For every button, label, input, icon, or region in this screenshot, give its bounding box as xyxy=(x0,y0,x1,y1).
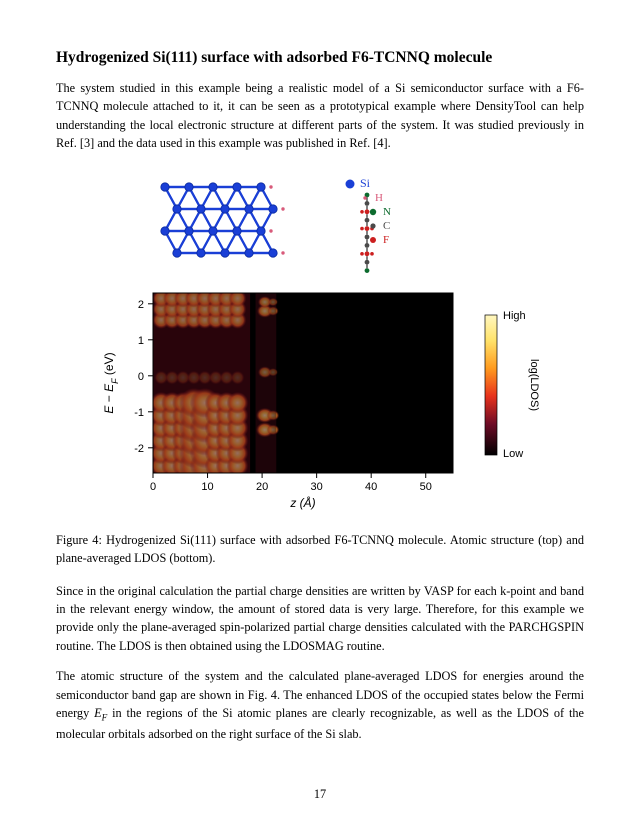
svg-text:0: 0 xyxy=(150,481,156,493)
paragraph-method: Since in the original calculation the pa… xyxy=(56,582,584,656)
figure-caption: Figure 4: Hydrogenized Si(111) surface w… xyxy=(56,531,584,568)
svg-text:20: 20 xyxy=(256,481,268,493)
svg-text:1: 1 xyxy=(138,334,144,346)
svg-text:F: F xyxy=(383,234,389,246)
svg-text:H: H xyxy=(375,192,383,204)
svg-text:40: 40 xyxy=(365,481,377,493)
ef-e: E xyxy=(94,706,102,720)
svg-text:N: N xyxy=(383,206,391,218)
svg-text:30: 30 xyxy=(311,481,323,493)
svg-text:10: 10 xyxy=(201,481,213,493)
section-title: Hydrogenized Si(111) surface with adsorb… xyxy=(56,48,584,69)
svg-text:E − EF (eV): E − EF (eV) xyxy=(102,352,120,413)
paragraph-method-text: Since in the original calculation the pa… xyxy=(56,584,584,653)
svg-text:z (Å): z (Å) xyxy=(289,495,315,510)
svg-text:log(LDOS): log(LDOS) xyxy=(528,359,540,411)
paragraph-intro: The system studied in this example being… xyxy=(56,79,584,153)
svg-text:-1: -1 xyxy=(134,406,144,418)
svg-text:50: 50 xyxy=(420,481,432,493)
paragraph-results: The atomic structure of the system and t… xyxy=(56,667,584,744)
svg-text:Si: Si xyxy=(360,176,371,190)
para3b: in the regions of the Si atomic planes a… xyxy=(56,706,584,741)
svg-text:Low: Low xyxy=(503,448,523,460)
svg-text:High: High xyxy=(503,310,526,322)
ef-symbol: EF xyxy=(94,706,107,720)
page-number: 17 xyxy=(0,787,640,802)
figure-4: Si HNCF 0 10 20 30 40 50 -2 -1 0 1 2 z (Å) E − EF (eV)… xyxy=(56,165,584,515)
caption-body: Hydrogenized Si(111) surface with adsorb… xyxy=(56,533,584,565)
caption-prefix: Figure 4: xyxy=(56,533,106,547)
svg-text:2: 2 xyxy=(138,298,144,310)
svg-text:C: C xyxy=(383,220,390,232)
svg-text:-2: -2 xyxy=(134,442,144,454)
svg-text:0: 0 xyxy=(138,370,144,382)
